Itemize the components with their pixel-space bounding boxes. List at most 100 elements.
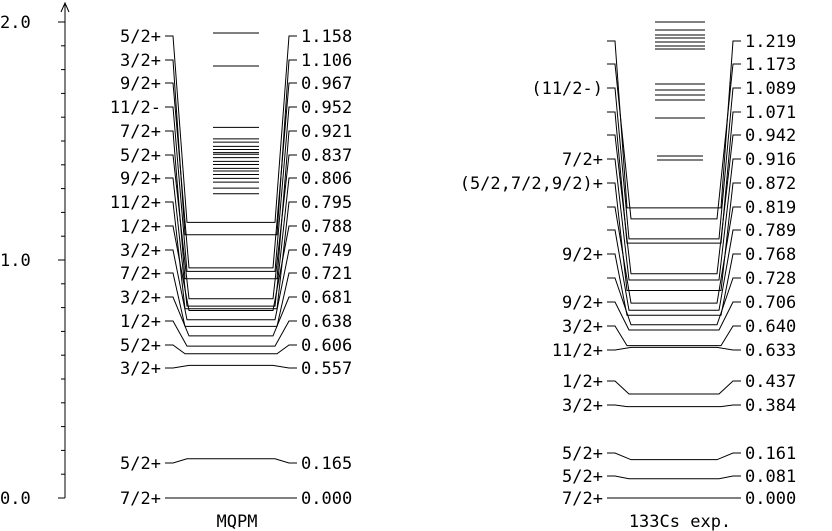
level-energy-label: 0.384 [745,396,796,416]
level-line [165,364,297,369]
level: 1/2+ 0.437 [562,372,796,395]
level-line [607,111,741,244]
level-spin-label: 5/2+ [562,444,603,464]
level-energy-label: 0.638 [301,312,352,332]
level: 11/2+ 0.633 [552,341,796,361]
level-line [165,130,297,280]
level-line [165,320,297,347]
level-line [607,40,741,209]
unlabelled-levels [213,32,259,195]
level-energy-label: 0.161 [745,444,796,464]
level-energy-label: 0.165 [301,454,352,474]
level: 9/2+ 0.706 [562,293,796,331]
level: 3/2+ 0.681 [120,288,352,337]
level-energy-label: 1.158 [301,27,352,47]
level-energy-label: 0.633 [745,341,796,361]
level-spin-label: 3/2+ [120,241,161,261]
level-energy-label: 0.837 [301,146,352,166]
level-line [165,35,297,223]
level-line [165,458,297,464]
level-energy-label: 0.721 [301,264,352,284]
level: 0.942 [607,126,796,275]
level-energy-label: 0.000 [301,489,352,509]
level-spin-label: 7/2+ [120,489,161,509]
level-line [607,325,741,347]
level: 3/2+ 0.749 [120,241,352,321]
level: 5/2+ 0.161 [562,444,796,464]
level-spin-label: 3/2+ [120,359,161,379]
level-spin-label: (5/2,7/2,9/2)+ [460,174,603,194]
level: 11/2+ 0.795 [110,193,352,310]
level: 0.819 [607,198,796,304]
level-energy-label: 0.789 [745,221,796,241]
level: 1.219 [607,32,796,209]
level-spin-label: 9/2+ [120,169,161,189]
level-line [607,158,741,281]
level-spin-label: 7/2+ [562,150,603,170]
level: 9/2+ 0.806 [120,169,352,307]
level-spin-label: 1/2+ [120,217,161,237]
level-line [165,249,297,321]
level-energy-label: 0.437 [745,372,796,392]
level: 1/2+ 0.788 [120,217,352,311]
level-line [607,301,741,331]
level-line [165,82,297,269]
level: 3/2+ 1.106 [120,51,352,236]
level: 7/2+ 0.000 [562,489,796,509]
level-energy-label: 1.071 [745,103,796,123]
level: 0.789 [607,221,796,311]
level-energy-label: 1.219 [745,32,796,52]
level-spin-label: 3/2+ [120,51,161,71]
level: 9/2+ 0.967 [120,74,352,269]
level: 7/2+ 0.000 [120,489,352,509]
level: 5/2+ 0.837 [120,146,352,300]
level-energy-label: 0.921 [301,122,352,142]
level: 1.173 [607,55,796,220]
energy-axis: 0.0 1.0 2.0 [0,1,70,509]
level-spin-label: 5/2+ [120,336,161,356]
axis-tick-label: 1.0 [0,251,31,271]
level-line [607,229,741,311]
level-line [165,201,297,310]
level: 0.728 [607,269,796,326]
level-energy-label: 0.768 [745,245,796,265]
axis-ticks [58,21,65,499]
level: (11/2-) 1.089 [531,79,796,240]
level: 7/2+ 0.916 [562,150,796,281]
level-spin-label: 11/2- [110,98,161,118]
mqpm-level-scheme: MQPM 7/2+ 0.000 5/2+ 0.165 3/2+ 0.557 5/2+ 0.60… [110,27,352,531]
level-energy-label: 0.942 [745,126,796,146]
level-line [165,225,297,311]
level-spin-label: 3/2+ [562,317,603,337]
level-energy-label: 0.606 [301,336,352,356]
panel-title: 133Cs exp. [629,512,731,531]
level: 1.071 [607,103,796,244]
level-spin-label: 9/2+ [120,74,161,94]
level-energy-label: 0.788 [301,217,352,237]
level-energy-label: 0.749 [301,241,352,261]
level-line [165,154,297,300]
level-line [607,346,741,351]
level-line [607,63,741,220]
panel-title: MQPM [217,512,258,531]
level-spin-label: (11/2-) [531,79,603,99]
level-line [607,452,741,461]
level-line [607,134,741,275]
level-line [607,380,741,395]
level-spin-label: 5/2+ [562,467,603,487]
level-energy-label: 0.916 [745,150,796,170]
level: 11/2- 0.952 [110,98,352,272]
level-line [607,87,741,240]
level-energy-label: 0.706 [745,293,796,313]
level-spin-label: 11/2+ [110,193,161,213]
level-line [607,253,741,316]
level: 3/2+ 0.640 [562,317,796,347]
level: (5/2,7/2,9/2)+ 0.872 [460,174,796,291]
level-spin-label: 3/2+ [562,396,603,416]
level-spin-label: 5/2+ [120,27,161,47]
axis-arrow [60,1,70,20]
level-energy-label: 0.872 [745,174,796,194]
level-line [607,404,741,408]
level-line [165,59,297,236]
